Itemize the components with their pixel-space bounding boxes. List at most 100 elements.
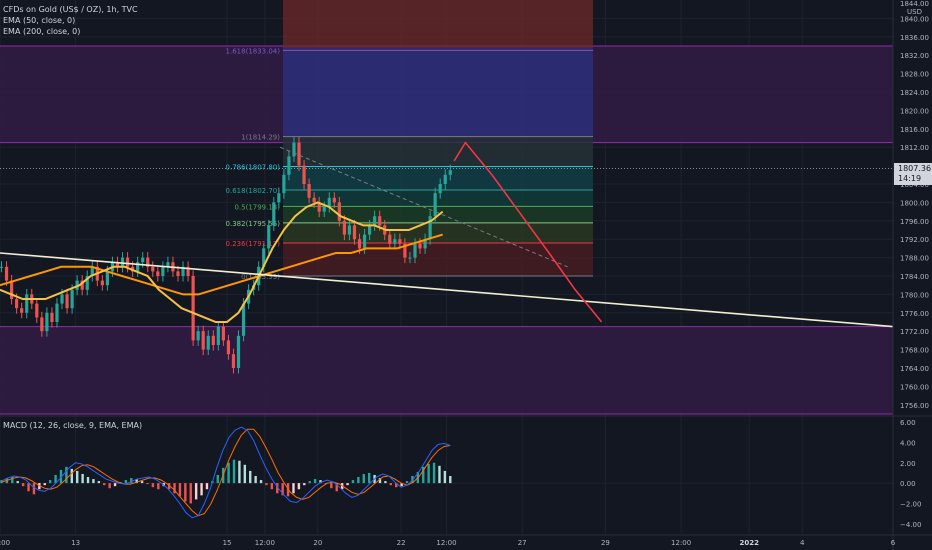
time-axis-tick: 12:00 (671, 539, 691, 547)
candle-body (4, 266, 9, 281)
candle-body (347, 225, 352, 235)
macd-histogram-bar (395, 483, 398, 488)
macd-histogram-bar (427, 463, 430, 484)
candle-body (408, 257, 412, 259)
candle-body (368, 225, 372, 235)
fib-level-label: 0(1783.99) (241, 273, 280, 281)
macd-histogram-bar (227, 462, 230, 484)
price-axis-tick: 1788.00 (900, 255, 929, 263)
dashed-diagonal (279, 146, 568, 268)
macd-histogram-bar (81, 473, 84, 484)
fib-level-label: 0.382(1795.55) (226, 220, 281, 228)
macd-histogram-bar (124, 480, 128, 484)
candle-body (231, 354, 236, 368)
target-zone-box (283, 48, 593, 137)
candle-body (206, 335, 210, 350)
macd-histogram-bar (254, 476, 257, 484)
supply-demand-zone (0, 326, 893, 414)
last-price-label: 1807.36 (898, 164, 932, 173)
candle-body (221, 326, 225, 341)
macd-histogram-bar (367, 472, 371, 484)
macd-histogram-bar (113, 483, 117, 487)
price-axis-tick: 1796.00 (900, 218, 929, 226)
macd-histogram-bar (362, 473, 365, 484)
fib-level-label: 0.5(1799.13) (234, 203, 280, 211)
candle-body (166, 262, 170, 267)
candle-body (443, 174, 447, 184)
price-axis-tick: 1764.00 (900, 365, 929, 373)
macd-label[interactable]: MACD (12, 26, close, 9, EMA, EMA) (3, 421, 143, 430)
fib-level-label: 0.618(1802.70) (226, 187, 281, 195)
macd-histogram-bar (281, 483, 284, 496)
candle-body (357, 239, 362, 249)
macd-histogram-bar (184, 483, 187, 502)
macd-histogram-bar (449, 476, 452, 484)
candle-body (388, 234, 392, 244)
candle-body (136, 262, 140, 272)
candle-body (20, 308, 24, 313)
time-axis-tick: 13 (71, 539, 80, 547)
macd-histogram-bar (146, 483, 149, 485)
macd-histogram-bar (232, 459, 236, 484)
candle-body (9, 280, 14, 299)
macd-histogram-bar (97, 481, 101, 484)
candle-body (65, 294, 69, 309)
candle-body (428, 216, 432, 240)
candle-body (307, 184, 311, 198)
candle-body (342, 220, 346, 235)
macd-histogram-bar (103, 483, 106, 486)
price-axis-top-label: 1844.00 (900, 0, 929, 8)
ema200-legend[interactable]: EMA (200, close, 0) (3, 27, 81, 36)
candle-body (378, 216, 382, 226)
candle-body (80, 280, 84, 290)
candle-body (362, 234, 367, 249)
macd-histogram-bar (378, 478, 382, 484)
macd-histogram-bar (189, 483, 192, 504)
macd-histogram-bar (303, 483, 306, 486)
price-axis-tick: 1784.00 (900, 273, 929, 281)
macd-histogram-bar (92, 479, 95, 484)
symbol-label[interactable]: CFDs on Gold (US$ / OZ), 1h, TVC (3, 5, 138, 14)
price-axis-tick: 1772.00 (900, 328, 929, 336)
stop-zone-box (283, 0, 593, 49)
candle-body (186, 266, 190, 276)
price-axis-tick: 1792.00 (900, 236, 929, 244)
candle-body (236, 335, 241, 368)
candle-body (448, 170, 452, 175)
macd-histogram-bar (140, 481, 144, 484)
macd-histogram-bar (54, 474, 57, 484)
candle-body (40, 317, 44, 332)
ema200-line (0, 233, 443, 296)
candle-body (70, 289, 74, 309)
macd-histogram-bar (86, 477, 90, 484)
macd-histogram-bar (443, 470, 447, 484)
macd-histogram-bar (178, 483, 182, 497)
time-axis-tick: 12:00 (0, 539, 10, 547)
macd-axis-tick: 0.00 (900, 480, 916, 488)
candle-body (125, 257, 130, 267)
time-axis-tick: 22 (397, 539, 406, 547)
candle-body (226, 340, 231, 355)
candle-body (15, 299, 19, 309)
price-axis-tick: 1776.00 (900, 310, 929, 318)
macd-histogram-bar (157, 483, 160, 490)
macd-histogram-bar (200, 483, 203, 496)
time-axis-tick: 12:00 (436, 539, 456, 547)
ema50-legend[interactable]: EMA (50, close, 0) (3, 16, 76, 25)
candle-body (287, 156, 291, 175)
bar-countdown: 14:19 (898, 174, 922, 183)
candle-body (146, 257, 150, 267)
candle-body (55, 303, 59, 322)
candle-body (272, 202, 276, 226)
macd-histogram-bar (65, 466, 68, 484)
candle-body (161, 266, 165, 276)
candle-body (312, 197, 316, 203)
macd-histogram-bar (286, 483, 290, 497)
price-axis-tick: 1840.00 (900, 15, 929, 23)
macd-histogram-bar (308, 481, 311, 484)
macd-histogram-bar (32, 483, 36, 495)
candle-body (211, 335, 215, 345)
candle-body (433, 193, 437, 217)
macd-histogram-bar (243, 464, 247, 484)
